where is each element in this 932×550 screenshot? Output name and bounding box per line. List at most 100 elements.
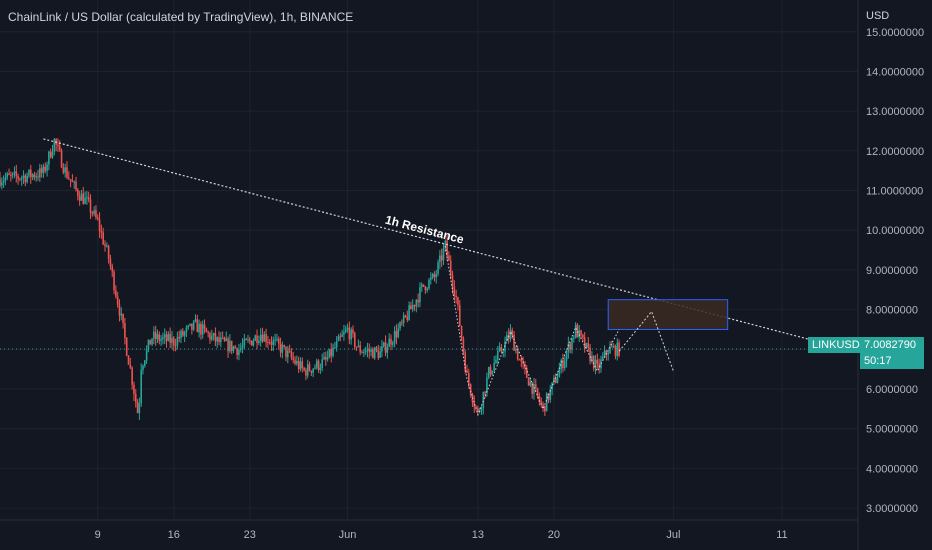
candle-body — [287, 350, 289, 358]
candle-body — [439, 255, 441, 263]
candle-body — [203, 324, 206, 329]
candle-body — [332, 347, 334, 356]
candle-body — [153, 331, 155, 339]
candle-body — [346, 327, 349, 330]
candle-body — [2, 180, 5, 183]
candle-body — [62, 167, 65, 173]
time-axis[interactable]: 9 16 23 Jun 13 20 Jul 11 — [0, 519, 858, 541]
candle-body — [299, 361, 302, 370]
candle-body — [279, 343, 282, 353]
candle-body — [296, 361, 298, 364]
candle-body — [379, 351, 381, 358]
chart-title: ChainLink / US Dollar (calculated by Tra… — [8, 10, 354, 24]
candle-body — [527, 377, 530, 386]
candle-body — [276, 338, 278, 340]
candle-body — [191, 323, 193, 330]
price-tick-label: 14.0000000 — [866, 66, 924, 78]
candle-body — [554, 377, 557, 383]
candle-body — [321, 359, 324, 368]
candle-body — [163, 334, 166, 338]
currency-label: USD — [866, 10, 890, 22]
candle-body — [614, 346, 617, 356]
candle-body — [475, 406, 477, 408]
candle-body — [314, 367, 316, 369]
bar-countdown: 50:17 — [860, 353, 924, 369]
candle-body — [391, 342, 394, 345]
candle-body — [301, 361, 304, 368]
candle-body — [366, 349, 369, 351]
candle-body — [35, 176, 38, 178]
candle-body — [343, 331, 345, 335]
candle-body — [413, 305, 416, 307]
candle-body — [565, 352, 568, 361]
candle-body — [67, 177, 70, 180]
candle-body — [395, 331, 398, 338]
candle-body — [250, 340, 253, 346]
candle-body — [29, 169, 32, 178]
candle-body — [98, 219, 101, 231]
candle-body — [230, 340, 233, 351]
candle-body — [317, 360, 320, 370]
candle-body — [256, 335, 258, 344]
candle-body — [238, 349, 240, 355]
candle-body — [480, 407, 483, 411]
candle-body — [305, 370, 307, 376]
candle-body — [216, 337, 219, 342]
time-tick-label: Jul — [666, 529, 680, 541]
candle-body — [252, 340, 255, 346]
candle-body — [486, 377, 488, 393]
candle-body — [440, 255, 443, 261]
candle-body — [169, 333, 171, 343]
candle-body — [172, 337, 175, 346]
symbol-tag[interactable]: LINKUSD — [808, 337, 864, 353]
candle-body — [17, 176, 19, 179]
candle-body — [401, 322, 403, 324]
candle-body — [288, 350, 291, 352]
candle-body — [330, 349, 333, 356]
candle-body — [192, 321, 195, 330]
candle-body — [105, 245, 108, 247]
candle-body — [364, 350, 367, 353]
candle-body — [344, 329, 347, 332]
candle-body — [0, 178, 1, 186]
candle-body — [569, 343, 571, 350]
candle-body — [214, 333, 217, 342]
price-tick-label: 15.0000000 — [866, 27, 924, 39]
candle-body — [272, 340, 275, 345]
candle-body — [58, 145, 61, 151]
candle-body — [553, 377, 555, 383]
candle-body — [448, 255, 450, 261]
candle-body — [529, 382, 532, 386]
candle-body — [353, 333, 356, 347]
price-tick-label: 4.0000000 — [866, 463, 918, 475]
candle-body — [210, 335, 213, 340]
candle-body — [20, 177, 23, 180]
candle-body — [111, 266, 114, 272]
candle-body — [259, 334, 262, 342]
candle-body — [95, 210, 97, 218]
candle-body — [113, 271, 115, 291]
candle-body — [594, 359, 597, 369]
candle-body — [370, 349, 372, 352]
current-price-tag[interactable]: 7.0082790 — [860, 337, 924, 353]
candle-body — [549, 389, 552, 400]
candle-body — [194, 319, 197, 322]
candle-body — [328, 349, 331, 358]
candle-body — [225, 338, 228, 341]
candle-body — [118, 304, 121, 316]
candle-body — [355, 346, 358, 348]
price-tick-label: 5.0000000 — [866, 424, 918, 436]
candle-body — [372, 349, 374, 359]
candle-body — [422, 284, 425, 287]
candle-body — [1, 182, 3, 186]
candle-body — [46, 164, 48, 171]
candle-body — [464, 352, 467, 371]
candle-body — [134, 393, 137, 402]
candle-body — [310, 370, 313, 373]
candle-body — [591, 355, 593, 362]
grid — [0, 0, 858, 520]
price-tick-label: 3.0000000 — [866, 503, 918, 515]
candle-body — [589, 347, 591, 362]
candle-body — [86, 197, 88, 199]
